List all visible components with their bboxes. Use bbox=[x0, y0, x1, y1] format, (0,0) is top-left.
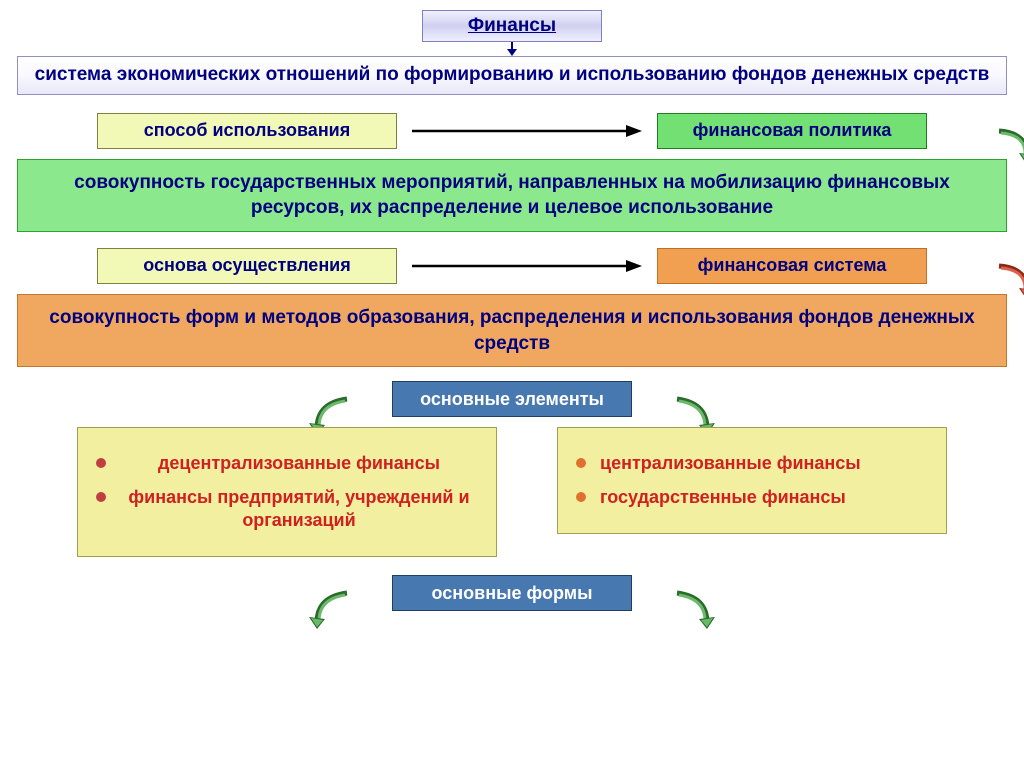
curved-arrow-icon bbox=[991, 123, 1024, 171]
bullet-text: централизованные финансы bbox=[600, 452, 861, 475]
definition-box: система экономических отношений по форми… bbox=[17, 56, 1007, 95]
fin-system-text: финансовая система bbox=[698, 255, 887, 276]
title-box: Финансы bbox=[422, 10, 602, 42]
title-text: Финансы bbox=[468, 15, 556, 37]
basis-text: основа осуществления bbox=[143, 255, 351, 276]
row-bullets: децентрализованные финансы финансы предп… bbox=[17, 427, 1007, 557]
usage-method-text: способ использования bbox=[144, 120, 351, 141]
arrow-right-icon bbox=[412, 123, 642, 139]
elements-label-text: основные элементы bbox=[420, 389, 604, 410]
curved-arrow-right-icon bbox=[669, 587, 717, 635]
list-item: централизованные финансы bbox=[576, 452, 928, 475]
orange-definition-box: совокупность форм и методов образования,… bbox=[17, 294, 1007, 367]
fin-system-box: финансовая система bbox=[657, 248, 927, 284]
arrow-right-icon bbox=[412, 258, 642, 274]
right-bullet-box: централизованные финансы государственные… bbox=[557, 427, 947, 534]
green-definition-box: совокупность государственных мероприятий… bbox=[17, 159, 1007, 232]
row-basis: основа осуществления финансовая система bbox=[17, 248, 1007, 284]
bullet-icon bbox=[96, 458, 106, 468]
row-forms: основные формы bbox=[17, 575, 1007, 611]
forms-label-text: основные формы bbox=[432, 583, 593, 604]
bullet-icon bbox=[576, 458, 586, 468]
forms-label-box: основные формы bbox=[392, 575, 632, 611]
down-arrow-icon bbox=[502, 42, 522, 56]
row-elements: основные элементы bbox=[17, 381, 1007, 417]
list-item: финансы предприятий, учреждений и органи… bbox=[96, 486, 478, 533]
definition-text: система экономических отношений по форми… bbox=[35, 63, 990, 88]
left-bullet-box: децентрализованные финансы финансы предп… bbox=[77, 427, 497, 557]
orange-definition-text: совокупность форм и методов образования,… bbox=[28, 305, 996, 356]
list-item: децентрализованные финансы bbox=[96, 452, 478, 475]
bullet-text: финансы предприятий, учреждений и органи… bbox=[120, 486, 478, 533]
row-usage: способ использования финансовая политика bbox=[17, 113, 1007, 149]
green-definition-text: совокупность государственных мероприятий… bbox=[28, 170, 996, 221]
bullet-text: государственные финансы bbox=[600, 486, 846, 509]
elements-label-box: основные элементы bbox=[392, 381, 632, 417]
basis-box: основа осуществления bbox=[97, 248, 397, 284]
usage-method-box: способ использования bbox=[97, 113, 397, 149]
curved-arrow-left-icon bbox=[307, 587, 355, 635]
list-item: государственные финансы bbox=[576, 486, 928, 509]
bullet-text: децентрализованные финансы bbox=[120, 452, 478, 475]
curved-arrow-icon bbox=[991, 258, 1024, 306]
bullet-icon bbox=[576, 492, 586, 502]
fin-policy-text: финансовая политика bbox=[693, 120, 892, 141]
fin-policy-box: финансовая политика bbox=[657, 113, 927, 149]
bullet-icon bbox=[96, 492, 106, 502]
